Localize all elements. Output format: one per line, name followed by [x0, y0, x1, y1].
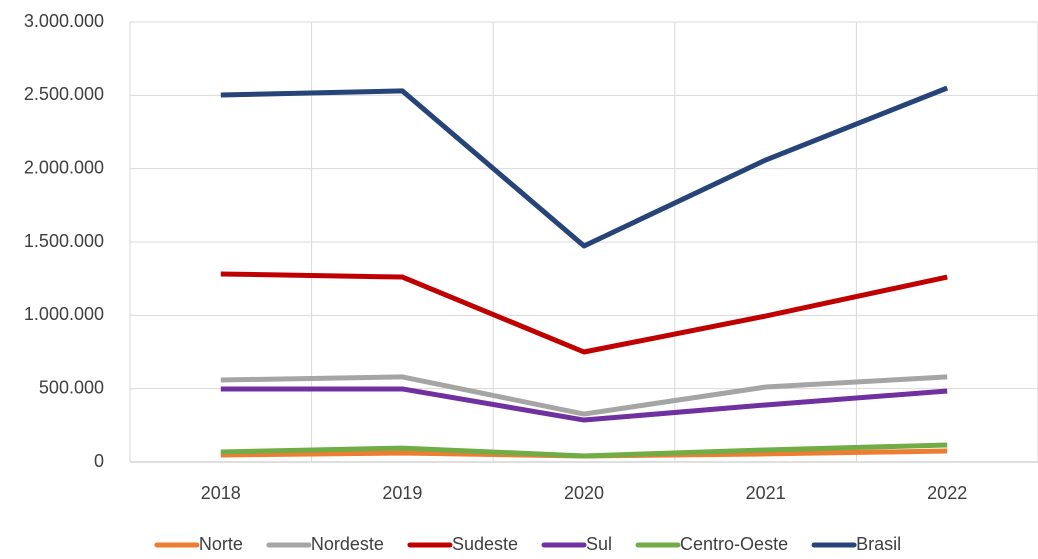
y-tick-label: 2.500.000: [24, 84, 104, 104]
y-tick-label: 0: [94, 451, 104, 471]
y-tick-label: 2.000.000: [24, 157, 104, 177]
legend-label: Sudeste: [452, 534, 518, 554]
series-line: [220, 271, 948, 355]
x-tick-label: 2018: [201, 483, 241, 503]
x-tick-label: 2020: [564, 483, 604, 503]
x-tick-label: 2022: [927, 483, 967, 503]
series-line: [220, 374, 948, 417]
legend-label: Sul: [586, 534, 612, 554]
y-tick-label: 1.000.000: [24, 304, 104, 324]
series-line: [220, 85, 949, 249]
legend-label: Norte: [199, 534, 243, 554]
y-tick-label: 500.000: [39, 377, 104, 397]
y-tick-label: 3.000.000: [24, 11, 104, 31]
legend-label: Nordeste: [311, 534, 384, 554]
x-tick-label: 2021: [746, 483, 786, 503]
legend-label: Brasil: [856, 534, 901, 554]
series-line: [220, 386, 948, 423]
x-tick-label: 2019: [382, 483, 422, 503]
series-line: [220, 442, 948, 459]
y-tick-label: 1.500.000: [24, 231, 104, 251]
legend-label: Centro-Oeste: [680, 534, 788, 554]
